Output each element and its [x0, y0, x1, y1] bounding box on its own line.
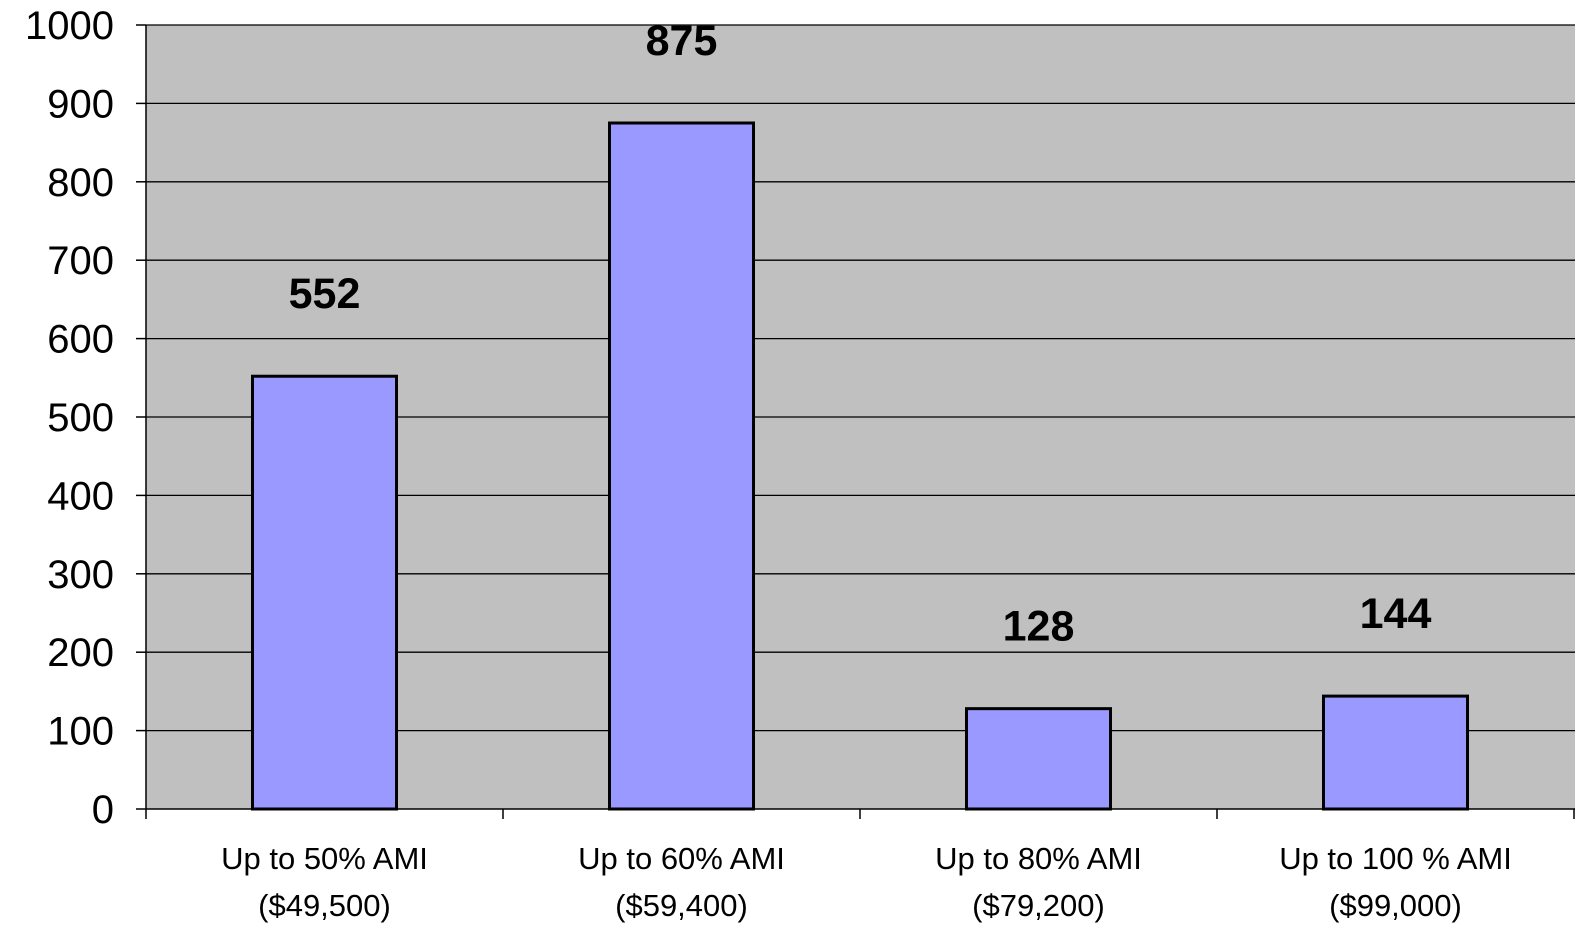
- x-category-label: ($49,500): [258, 888, 391, 923]
- bars: [251, 121, 1469, 811]
- data-label: 144: [1360, 590, 1432, 638]
- bar: [965, 707, 1112, 811]
- x-category-label: ($99,000): [1329, 888, 1462, 923]
- data-label: 128: [1003, 603, 1075, 651]
- bar: [1322, 694, 1469, 811]
- x-category-label: Up to 80% AMI: [935, 841, 1142, 876]
- y-axis-ticks: 0 100 200 300 400 500 600 700 800 900 1000: [25, 4, 146, 832]
- y-tick-label: 800: [47, 161, 114, 205]
- x-category-label: Up to 60% AMI: [578, 841, 785, 876]
- y-tick-label: 1000: [25, 4, 114, 48]
- y-tick-label: 300: [47, 553, 114, 597]
- data-label: 552: [289, 270, 361, 318]
- data-labels: 552 875 128 144: [289, 17, 1432, 651]
- y-tick-label: 400: [47, 474, 114, 518]
- x-category-label: ($79,200): [972, 888, 1105, 923]
- y-tick-label: 500: [47, 396, 114, 440]
- y-tick-label: 600: [47, 318, 114, 362]
- y-tick-label: 0: [92, 788, 114, 832]
- y-tick-label: 200: [47, 631, 114, 675]
- x-axis-labels: Up to 50% AMI ($49,500) Up to 60% AMI ($59,…: [221, 841, 1512, 923]
- x-category-label: ($59,400): [615, 888, 748, 923]
- data-label: 875: [646, 17, 718, 65]
- y-tick-label: 100: [47, 710, 114, 754]
- bar: [608, 121, 755, 811]
- x-category-label: Up to 100 % AMI: [1279, 841, 1512, 876]
- y-tick-label: 900: [47, 82, 114, 126]
- y-tick-label: 700: [47, 239, 114, 283]
- x-category-label: Up to 50% AMI: [221, 841, 428, 876]
- bar: [251, 374, 398, 811]
